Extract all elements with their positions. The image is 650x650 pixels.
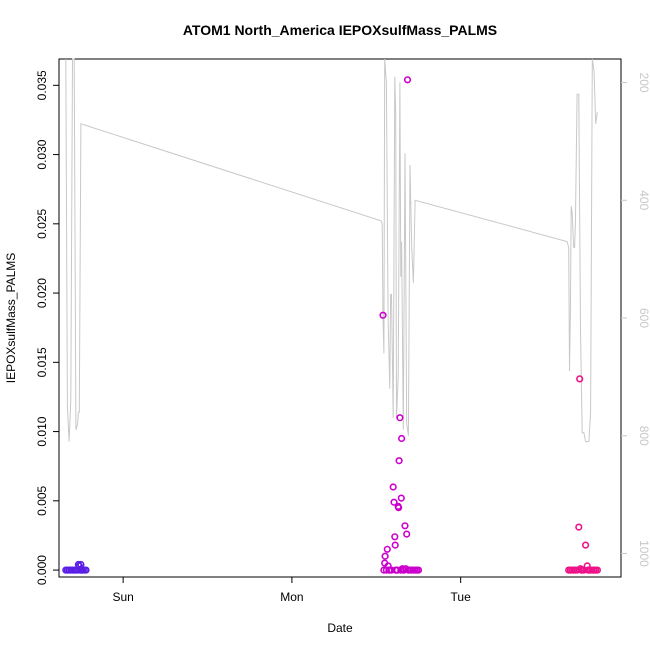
data-point xyxy=(395,504,403,512)
secondary-line-layer xyxy=(65,58,598,443)
data-point xyxy=(398,434,406,443)
data-point xyxy=(389,483,397,491)
y2-tick-label: 1000 xyxy=(637,540,650,567)
x-axis-label: Date xyxy=(327,621,353,635)
y2-tick-label: 400 xyxy=(637,190,650,210)
y-tick-label: 0.020 xyxy=(35,278,49,308)
data-point xyxy=(391,533,399,541)
data-point xyxy=(403,530,411,538)
chart-title: ATOM1 North_America IEPOXsulfMass_PALMS xyxy=(183,22,497,38)
data-point xyxy=(397,494,405,502)
y-tick-label: 0.035 xyxy=(35,70,49,100)
data-point xyxy=(576,375,584,383)
y2-tick-label: 800 xyxy=(637,426,650,446)
data-point xyxy=(381,552,389,560)
x-tick-label: Tue xyxy=(451,590,472,604)
x-tick-label: Sun xyxy=(112,590,133,604)
plot-frame xyxy=(58,58,622,578)
y-axis-label: IEPOXsulfMass_PALMS xyxy=(4,253,18,384)
y2-tick-label: 200 xyxy=(637,73,650,93)
data-point xyxy=(414,566,423,574)
data-point xyxy=(395,457,403,465)
axes-layer: 0.000 0.005 0.010 0.015 0.020 0.025 0.030 0.035… xyxy=(35,70,650,604)
data-point xyxy=(401,522,409,530)
y-tick-label: 0.025 xyxy=(35,208,49,238)
data-point xyxy=(379,311,387,319)
data-point xyxy=(575,523,583,531)
data-point xyxy=(403,76,412,84)
y-tick-label: 0.005 xyxy=(35,485,49,515)
y-tick-label: 0.010 xyxy=(35,416,49,446)
data-point xyxy=(593,566,602,574)
y-tick-label: 0.015 xyxy=(35,347,49,377)
y-tick-label: 0.000 xyxy=(35,555,49,585)
x-tick-label: Mon xyxy=(280,590,303,604)
data-point xyxy=(391,541,399,549)
data-point xyxy=(396,414,404,422)
secondary-series-line xyxy=(65,58,598,443)
y-tick-label: 0.030 xyxy=(35,139,49,169)
y2-tick-label: 600 xyxy=(637,308,650,328)
data-point xyxy=(383,545,391,553)
points-layer xyxy=(62,76,602,574)
data-point xyxy=(581,541,590,549)
data-point xyxy=(82,566,90,574)
data-point xyxy=(390,498,398,506)
